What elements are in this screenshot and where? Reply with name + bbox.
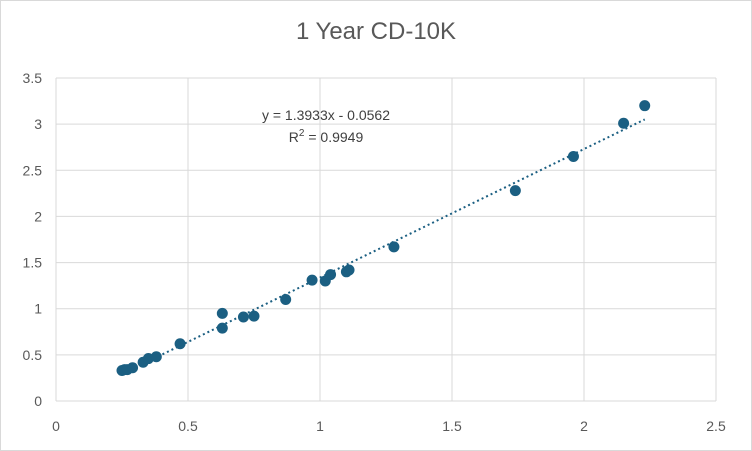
x-tick-label: 1 bbox=[316, 418, 324, 434]
x-tick-label: 1.5 bbox=[442, 418, 462, 434]
x-tick-label: 2 bbox=[580, 418, 588, 434]
x-tick-label: 2.5 bbox=[706, 418, 726, 434]
y-tick-label: 0.5 bbox=[23, 347, 43, 363]
data-points bbox=[116, 100, 651, 377]
y-tick-label: 0 bbox=[34, 393, 42, 409]
x-tick-label: 0 bbox=[52, 418, 60, 434]
tick-labels: 0 0.5 1 1.5 2 2.5 3 3.5 0 0.5 1 1.5 2 2.5 bbox=[23, 70, 726, 434]
r-squared-prefix: R bbox=[289, 129, 299, 145]
data-point bbox=[567, 150, 579, 162]
data-point bbox=[280, 293, 292, 305]
chart-title: 1 Year CD-10K bbox=[295, 18, 457, 45]
data-point bbox=[216, 307, 228, 319]
y-tick-label: 3.5 bbox=[23, 70, 43, 86]
data-point bbox=[150, 351, 162, 363]
data-point bbox=[325, 269, 337, 281]
trendline-layer bbox=[121, 118, 646, 375]
y-tick-label: 1 bbox=[34, 301, 42, 317]
data-point bbox=[216, 322, 228, 334]
data-point bbox=[343, 264, 355, 276]
data-point bbox=[248, 310, 260, 322]
trendline bbox=[121, 118, 646, 375]
r-squared-superscript: 2 bbox=[299, 128, 305, 139]
y-tick-label: 3 bbox=[34, 116, 42, 132]
data-point bbox=[509, 185, 521, 197]
x-tick-label: 0.5 bbox=[178, 418, 198, 434]
gridlines bbox=[56, 77, 717, 401]
data-point bbox=[174, 338, 186, 350]
y-tick-label: 2.5 bbox=[23, 162, 43, 178]
trendline-equation: y = 1.3933x - 0.0562 bbox=[262, 107, 390, 123]
data-point bbox=[237, 311, 249, 323]
r-squared-label: R2 = 0.9949 bbox=[289, 128, 364, 145]
axes bbox=[55, 78, 716, 402]
data-point bbox=[618, 117, 630, 129]
y-tick-label: 2 bbox=[34, 208, 42, 224]
data-point bbox=[127, 362, 139, 374]
data-point bbox=[639, 100, 651, 112]
y-tick-label: 1.5 bbox=[23, 255, 43, 271]
r-squared-value: = 0.9949 bbox=[304, 129, 363, 145]
data-point bbox=[306, 274, 318, 286]
data-point bbox=[388, 241, 400, 253]
